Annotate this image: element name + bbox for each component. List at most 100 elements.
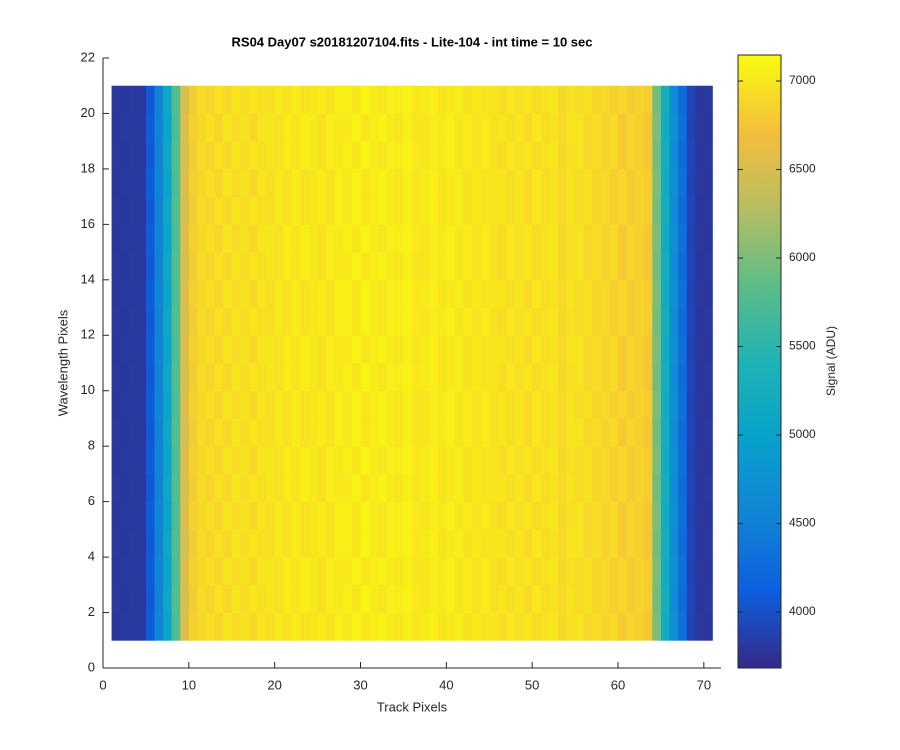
heatmap-cell bbox=[412, 279, 421, 308]
heatmap-cell bbox=[686, 557, 696, 586]
heatmap-cell bbox=[678, 446, 688, 475]
heatmap-cell bbox=[489, 584, 499, 613]
heatmap-cell bbox=[609, 113, 619, 142]
heatmap-cell bbox=[532, 168, 542, 198]
heatmap-cell bbox=[557, 252, 567, 281]
heatmap-cell bbox=[386, 557, 396, 586]
heatmap-cell bbox=[137, 363, 147, 392]
heatmap-cell bbox=[351, 446, 361, 475]
heatmap-cell bbox=[429, 418, 439, 447]
heatmap-cell bbox=[326, 335, 336, 364]
heatmap-cell bbox=[283, 557, 293, 586]
heatmap-cell bbox=[437, 446, 447, 475]
heatmap-cell bbox=[609, 446, 619, 475]
heatmap-cell bbox=[549, 529, 559, 558]
heatmap-cell bbox=[695, 335, 705, 364]
heatmap-cell bbox=[214, 446, 224, 475]
heatmap-cell bbox=[549, 363, 559, 392]
heatmap-cell bbox=[309, 196, 318, 225]
heatmap-cell bbox=[669, 307, 679, 336]
heatmap-cell bbox=[248, 501, 258, 530]
heatmap-cell bbox=[626, 279, 636, 308]
heatmap-cell bbox=[231, 335, 241, 364]
heatmap-cell bbox=[309, 612, 318, 641]
heatmap-cell bbox=[660, 418, 670, 447]
heatmap-cell bbox=[515, 85, 524, 114]
heatmap-cell bbox=[540, 196, 550, 225]
heatmap-cell bbox=[703, 584, 713, 613]
heatmap-cell bbox=[240, 224, 250, 253]
heatmap-cell bbox=[686, 307, 696, 336]
heatmap-cell bbox=[557, 168, 567, 198]
heatmap-cell bbox=[317, 85, 327, 114]
heatmap-cell bbox=[283, 335, 293, 364]
heatmap-cell bbox=[403, 224, 413, 253]
heatmap-cell bbox=[214, 335, 224, 364]
heatmap-cell bbox=[206, 529, 215, 558]
heatmap-cell bbox=[145, 196, 155, 225]
heatmap-cell bbox=[549, 224, 559, 253]
heatmap-cell bbox=[369, 584, 379, 613]
heatmap-cell bbox=[111, 501, 121, 530]
heatmap-cell bbox=[163, 473, 173, 503]
heatmap-cell bbox=[291, 473, 301, 503]
heatmap-cell bbox=[600, 473, 610, 503]
heatmap-cell bbox=[145, 279, 155, 308]
heatmap-cell bbox=[618, 529, 627, 558]
heatmap-cell bbox=[334, 473, 344, 503]
heatmap-cell bbox=[377, 612, 387, 641]
heatmap-cell bbox=[351, 529, 361, 558]
heatmap-cell bbox=[360, 168, 370, 198]
heatmap-cell bbox=[566, 501, 576, 530]
heatmap-cell bbox=[214, 113, 224, 142]
heatmap-cell bbox=[111, 224, 121, 253]
heatmap-cell bbox=[557, 113, 567, 142]
heatmap-cell bbox=[592, 446, 602, 475]
heatmap-cell bbox=[420, 612, 430, 641]
heatmap-cell bbox=[635, 501, 645, 530]
heatmap-cell bbox=[248, 446, 258, 475]
heatmap-cell bbox=[669, 168, 679, 198]
heatmap-cell bbox=[377, 446, 387, 475]
heatmap-cell bbox=[506, 252, 516, 281]
heatmap-cell bbox=[703, 418, 713, 447]
heatmap-cell bbox=[472, 557, 482, 586]
heatmap-cell bbox=[351, 418, 361, 447]
heatmap-cell bbox=[171, 529, 181, 558]
heatmap-cell bbox=[377, 335, 387, 364]
heatmap-cell bbox=[540, 501, 550, 530]
heatmap-cell bbox=[343, 557, 353, 586]
heatmap-cell bbox=[480, 363, 490, 392]
heatmap-cell bbox=[206, 252, 215, 281]
heatmap-cell bbox=[515, 418, 524, 447]
heatmap-cell bbox=[171, 446, 181, 475]
heatmap-cell bbox=[326, 141, 336, 170]
heatmap-cell bbox=[206, 501, 215, 530]
heatmap-cell bbox=[686, 85, 696, 114]
heatmap-cell bbox=[566, 224, 576, 253]
heatmap-cell bbox=[523, 529, 533, 558]
heatmap-cell bbox=[480, 529, 490, 558]
heatmap-cell bbox=[635, 224, 645, 253]
heatmap-cell bbox=[643, 501, 653, 530]
heatmap-cell bbox=[695, 224, 705, 253]
heatmap-cell bbox=[223, 557, 233, 586]
heatmap-cell bbox=[695, 446, 705, 475]
heatmap-cell bbox=[223, 612, 233, 641]
heatmap-cell bbox=[506, 335, 516, 364]
heatmap-cell bbox=[609, 529, 619, 558]
colorbar-tick-label: 4000 bbox=[789, 604, 816, 618]
heatmap-cell bbox=[274, 501, 284, 530]
heatmap-cell bbox=[489, 196, 499, 225]
heatmap-cell bbox=[154, 501, 164, 530]
heatmap-cell bbox=[446, 501, 456, 530]
heatmap-cell bbox=[420, 141, 430, 170]
heatmap-cell bbox=[300, 85, 310, 114]
heatmap-cell bbox=[549, 335, 559, 364]
heatmap-cell bbox=[240, 196, 250, 225]
heatmap-cell bbox=[703, 279, 713, 308]
heatmap-cell bbox=[506, 307, 516, 336]
y-tick-label: 12 bbox=[81, 327, 95, 342]
heatmap-cell bbox=[540, 418, 550, 447]
heatmap-cell bbox=[274, 252, 284, 281]
